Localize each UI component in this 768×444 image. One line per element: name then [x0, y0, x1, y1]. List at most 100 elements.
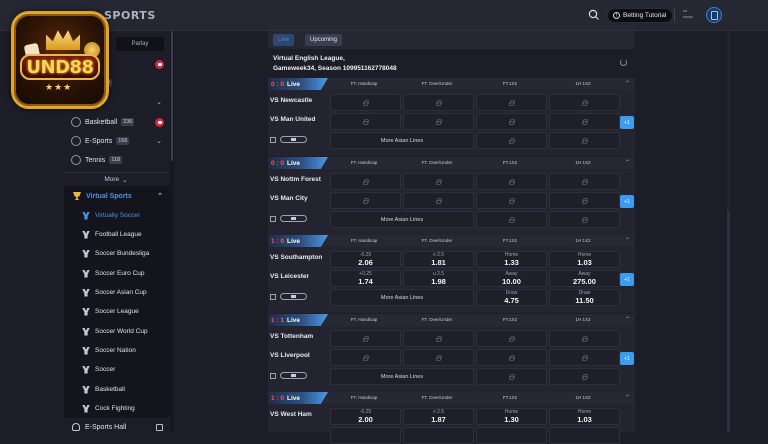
- odds-cell[interactable]: [403, 427, 474, 444]
- virtual-item-basketball[interactable]: Basketball: [64, 380, 170, 399]
- match-card: 0 : 0 Live FT. Handicap FT. Over/Under FT…: [268, 157, 635, 235]
- virtual-item-soccer-euro-cup[interactable]: Soccer Euro Cup: [64, 264, 170, 283]
- odds-cell-locked: [549, 211, 620, 228]
- lock-icon: [363, 118, 369, 125]
- sidebar-sport-tennis[interactable]: Tennis 118: [64, 151, 168, 169]
- avatar[interactable]: [706, 7, 722, 23]
- live-tv-icon: [155, 59, 164, 69]
- esports-hall-link[interactable]: E-Sports Hall: [64, 420, 170, 434]
- odds-hdp-home[interactable]: -0.25 2.06: [330, 251, 401, 268]
- virtual-item-soccer-asian-cup[interactable]: Soccer Asian Cup: [64, 283, 170, 302]
- odds-1h-away[interactable]: Away 275.00: [549, 270, 620, 287]
- search-icon[interactable]: [588, 9, 600, 21]
- lock-icon: [509, 137, 515, 144]
- page-scroll-thumb[interactable]: [727, 211, 730, 432]
- brand-text: SPORTS: [104, 9, 156, 22]
- odds-cell-locked: [476, 330, 547, 347]
- odds-ft-draw[interactable]: Draw 4.75: [476, 289, 547, 306]
- play-icon[interactable]: [270, 294, 276, 300]
- virtual-item-cock-fighting[interactable]: Cock Fighting: [64, 399, 170, 418]
- odds-1h-home[interactable]: Home 1.03: [549, 408, 620, 425]
- col-ft-handicap: FT. Handicap: [350, 317, 378, 322]
- virtual-sport-icon: [82, 385, 90, 394]
- lock-icon: [509, 354, 515, 361]
- virtual-item-soccer[interactable]: Soccer: [64, 360, 170, 379]
- tab-parlay[interactable]: Parlay: [116, 37, 164, 51]
- top-bar: SPORTS ! Betting Tutorial ••• •••••••: [0, 0, 768, 31]
- more-markets-button[interactable]: +1: [620, 273, 634, 286]
- lock-icon: [582, 197, 588, 204]
- chevron-up-icon[interactable]: ⌃: [624, 395, 630, 401]
- sidebar-scroll-thumb[interactable]: [171, 31, 173, 161]
- play-icon[interactable]: [270, 373, 276, 379]
- virtual-item-soccer-bundesliga[interactable]: Soccer Bundesliga: [64, 244, 170, 263]
- odds-cell-locked: [476, 132, 547, 149]
- odds-cell-locked: [476, 94, 547, 111]
- odds-ft-home[interactable]: Home 1.30: [476, 408, 547, 425]
- virtual-sports-header[interactable]: Virtual Sports ⌃: [64, 186, 170, 206]
- lock-icon: [436, 354, 442, 361]
- odds-cell[interactable]: [476, 427, 547, 444]
- lock-icon: [582, 137, 588, 144]
- col-ft-over-under: FT. Over/Under: [421, 238, 453, 243]
- more-markets-button[interactable]: +1: [620, 116, 634, 129]
- more-asian-lines-button[interactable]: More Asian Lines: [330, 132, 474, 149]
- chevron-down-icon: ⌄: [156, 138, 162, 145]
- play-icon[interactable]: [270, 137, 276, 143]
- virtual-item-soccer-league[interactable]: Soccer League: [64, 302, 170, 321]
- page-scrollbar[interactable]: [727, 31, 730, 432]
- score: 0 : 0: [271, 159, 285, 167]
- more-sports-button[interactable]: More ⌄: [64, 172, 168, 186]
- virtual-item-label: Virtually Soccer: [95, 212, 141, 219]
- league-title: Virtual English League, Gameweek34, Seas…: [273, 54, 473, 74]
- stats-button[interactable]: [280, 136, 307, 143]
- sidebar-sport-esports[interactable]: E-Sports 156 ⌄: [64, 132, 168, 150]
- odds-cell[interactable]: [330, 427, 401, 444]
- balance[interactable]: ••• •••••••: [683, 8, 693, 20]
- col-ft-handicap: FT. Handicap: [350, 395, 378, 400]
- virtual-item-label: Soccer Euro Cup: [95, 270, 145, 277]
- betting-tutorial-button[interactable]: ! Betting Tutorial: [607, 8, 674, 23]
- virtual-item-virtually-soccer[interactable]: Virtually Soccer: [64, 206, 170, 225]
- col-ft-over-under: FT. Over/Under: [421, 160, 453, 165]
- stats-button[interactable]: [280, 293, 307, 300]
- chevron-up-icon[interactable]: ⌃: [624, 81, 630, 87]
- more-asian-lines-button[interactable]: More Asian Lines: [330, 368, 474, 385]
- logo-stars: ★★★: [45, 82, 73, 92]
- virtual-item-football-league[interactable]: Football League: [64, 225, 170, 244]
- odds-1h-home[interactable]: Home 1.03: [549, 251, 620, 268]
- odds-ou-over[interactable]: o 2.5 1.81: [403, 251, 474, 268]
- odds-hdp-away[interactable]: +0.25 1.74: [330, 270, 401, 287]
- tennis-icon: [71, 155, 81, 165]
- more-asian-lines-button[interactable]: More Asian Lines: [330, 211, 474, 228]
- sport-count: 118: [109, 156, 123, 164]
- refresh-icon[interactable]: [620, 59, 627, 66]
- odds-label: Draw: [505, 290, 518, 296]
- lock-icon: [582, 99, 588, 106]
- more-markets-button[interactable]: +1: [620, 352, 634, 365]
- odds-ou-over[interactable]: o 2.5 1.87: [403, 408, 474, 425]
- odds-label: Away: [505, 271, 518, 277]
- more-markets-button[interactable]: +1: [620, 195, 634, 208]
- virtual-item-soccer-nation[interactable]: Soccer Nation: [64, 341, 170, 360]
- more-asian-lines-button[interactable]: More Asian Lines: [330, 289, 474, 306]
- odds-cell[interactable]: [549, 427, 620, 444]
- sidebar-sport-basketball[interactable]: Basketball 236: [64, 113, 168, 131]
- team-home: VS Nottm Forest: [270, 176, 321, 183]
- odds-1h-draw[interactable]: Draw 11.50: [549, 289, 620, 306]
- tab-live[interactable]: Live: [273, 34, 295, 46]
- stats-button[interactable]: [280, 215, 307, 222]
- stats-button[interactable]: [280, 372, 307, 379]
- chevron-up-icon[interactable]: ⌃: [624, 238, 630, 244]
- play-icon[interactable]: [270, 216, 276, 222]
- sidebar-scrollbar[interactable]: [170, 31, 174, 432]
- chevron-up-icon[interactable]: ⌃: [624, 160, 630, 166]
- odds-ft-home[interactable]: Home 1.33: [476, 251, 547, 268]
- chevron-up-icon[interactable]: ⌃: [624, 317, 630, 323]
- tab-upcoming[interactable]: Upcoming: [305, 34, 343, 46]
- virtual-item-soccer-world-cup[interactable]: Soccer World Cup: [64, 322, 170, 341]
- odds-ou-under[interactable]: u 2.5 1.98: [403, 270, 474, 287]
- odds-hdp-home[interactable]: -0.25 2.00: [330, 408, 401, 425]
- odds-cell-locked: [549, 368, 620, 385]
- odds-ft-away[interactable]: Away 10.00: [476, 270, 547, 287]
